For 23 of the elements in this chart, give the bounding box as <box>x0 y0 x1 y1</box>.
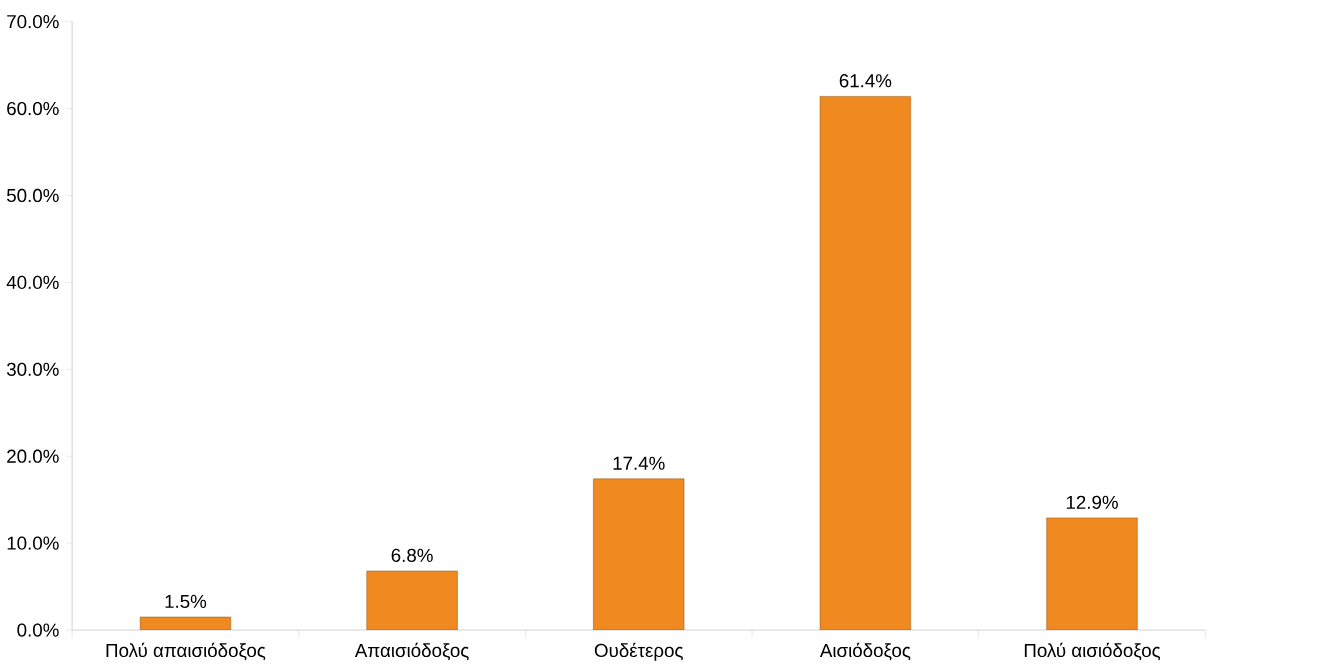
data-label: 17.4% <box>613 456 665 471</box>
data-label: 12.9% <box>1066 495 1118 510</box>
x-tick-label: Απαισιόδοξος <box>354 643 469 661</box>
data-label: 61.4% <box>839 74 892 88</box>
data-label: 6.8% <box>391 548 433 563</box>
y-tick-label: 30.0% <box>6 362 59 377</box>
x-tick-label: Αισιόδοξος <box>819 643 911 661</box>
y-tick-label: 60.0% <box>7 102 59 116</box>
y-tick-label: 20.0% <box>7 449 59 464</box>
y-tick-label: 50.0% <box>7 189 59 203</box>
y-tick-label: 40.0% <box>6 275 59 290</box>
bar <box>139 617 232 631</box>
bar <box>593 478 685 631</box>
x-tick-label: Πολύ αισιόδοξος <box>1024 643 1161 661</box>
x-tick-label: Πολύ απαισιόδοξος <box>106 643 266 661</box>
y-tick-label: 70.0% <box>7 15 59 29</box>
y-tick-label: 10.0% <box>7 536 59 551</box>
bar <box>819 96 911 631</box>
bar <box>366 570 458 631</box>
x-tick-label: Ουδέτερος <box>594 643 683 662</box>
data-label: 1.5% <box>165 595 207 609</box>
bar <box>1046 517 1138 631</box>
y-tick-label: 0.0% <box>17 623 59 637</box>
